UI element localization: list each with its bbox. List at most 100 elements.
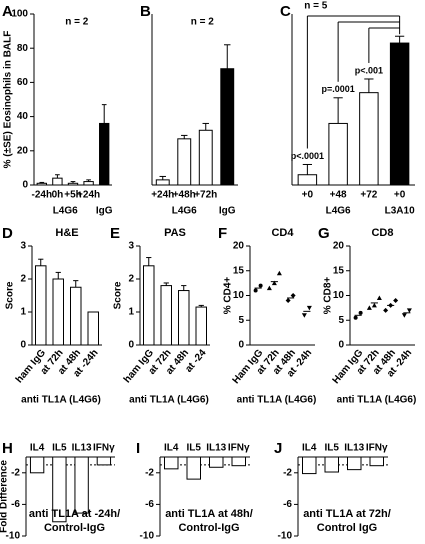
bar xyxy=(209,456,224,468)
point xyxy=(376,295,382,300)
y-tick-label: 15 xyxy=(333,265,345,276)
bar xyxy=(70,286,82,346)
x-axis-label: Control-IgG xyxy=(44,522,105,534)
panel-letter: A xyxy=(2,3,13,20)
bar xyxy=(99,122,110,186)
bar xyxy=(29,456,45,474)
bar xyxy=(231,456,246,467)
x-tick-label: IL13 xyxy=(206,443,226,454)
chart-title: CD8 xyxy=(371,227,393,239)
bar xyxy=(186,456,201,480)
bar xyxy=(160,285,172,346)
x-axis-label: anti TL1A at -24h/ xyxy=(29,508,120,520)
point xyxy=(290,293,296,298)
y-tick-label: -6 xyxy=(283,499,292,510)
y-tick-label: 5 xyxy=(238,315,244,326)
y-tick-label: -10 xyxy=(278,531,293,542)
y-tick-label: 0 xyxy=(20,340,26,351)
chart-title: H&E xyxy=(55,227,78,239)
x-tick-label: +5h xyxy=(64,190,82,201)
bar xyxy=(36,182,47,186)
point xyxy=(253,288,258,293)
x-tick-label: +24h xyxy=(77,190,100,201)
bar xyxy=(302,456,317,475)
y-tick-label: 5 xyxy=(338,315,344,326)
y-tick-label: -2 xyxy=(11,467,20,478)
x-tick-label: +72 xyxy=(360,190,377,201)
x-axis-label: anti TL1A (L4G6) xyxy=(21,395,101,406)
group-label: IgG xyxy=(96,206,113,217)
p-value-label: p<.0001 xyxy=(291,151,324,161)
panel-letter: B xyxy=(140,3,151,20)
x-tick-label: IL4 xyxy=(164,443,179,454)
bar xyxy=(347,456,362,471)
x-tick-label: IL5 xyxy=(52,443,67,454)
x-axis-label: anti TL1A (L4G6) xyxy=(237,395,317,406)
point xyxy=(266,285,272,291)
x-tick-label: -24h xyxy=(32,190,53,201)
point xyxy=(383,307,389,313)
bar xyxy=(87,311,99,346)
point xyxy=(258,283,263,288)
bar xyxy=(178,290,190,346)
y-axis-label: % (±SE) Eosinophils in BALF xyxy=(3,31,14,169)
panel-letter: I xyxy=(136,440,140,457)
x-tick-label: +48 xyxy=(330,190,347,201)
y-tick-label: 1 xyxy=(128,307,134,318)
point xyxy=(276,270,282,276)
y-tick-label: -6 xyxy=(11,499,20,510)
bar xyxy=(143,265,155,346)
y-tick-label: 80 xyxy=(17,43,29,54)
x-axis-label: anti TL1A at 72h/ xyxy=(303,508,391,520)
group-label: L3A10 xyxy=(385,206,415,217)
x-tick-label: +0 xyxy=(394,190,406,201)
y-tick-label: 3 xyxy=(20,241,26,252)
y-tick-label: -2 xyxy=(145,467,154,478)
bar xyxy=(96,456,112,466)
bar xyxy=(389,42,410,186)
y-tick-label: 3 xyxy=(128,241,134,252)
y-tick-label: 1 xyxy=(20,307,26,318)
p-value-label: p=.0001 xyxy=(321,84,354,94)
chart-title: PAS xyxy=(164,227,186,239)
chart-title: CD4 xyxy=(271,227,294,239)
y-tick-label: 20 xyxy=(233,241,245,252)
point xyxy=(353,315,358,320)
point xyxy=(393,297,399,303)
x-tick-label: IFNγ xyxy=(93,443,115,454)
x-tick-label: +0 xyxy=(302,190,314,201)
x-tick-label: at -24 xyxy=(183,347,208,374)
y-tick-label: 10 xyxy=(333,290,345,301)
annotation: n = 2 xyxy=(191,17,215,28)
y-tick-label: 0 xyxy=(238,340,244,351)
y-tick-label: -2 xyxy=(283,467,292,478)
y-axis-label: Score xyxy=(5,281,16,309)
group-label: L4G6 xyxy=(172,206,197,217)
x-axis-label: anti TL1A (L4G6) xyxy=(129,395,209,406)
point xyxy=(301,313,307,318)
x-tick-label: IL4 xyxy=(30,443,45,454)
bar xyxy=(328,122,348,186)
y-tick-label: 100 xyxy=(11,9,28,20)
bar xyxy=(177,138,192,186)
y-tick-label: 20 xyxy=(17,145,29,156)
point xyxy=(371,302,377,308)
bar xyxy=(324,456,339,473)
bar xyxy=(220,68,235,186)
x-tick-label: IL5 xyxy=(325,443,340,454)
x-tick-label: IL13 xyxy=(344,443,364,454)
x-axis-label: Control IgG xyxy=(317,522,378,534)
x-tick-label: IL13 xyxy=(72,443,92,454)
y-tick-label: 0 xyxy=(22,180,28,191)
y-tick-label: 2 xyxy=(20,274,26,285)
bar xyxy=(369,456,384,467)
y-tick-label: -10 xyxy=(140,531,155,542)
point xyxy=(271,280,277,286)
y-axis-label: % CD8+ xyxy=(323,277,334,315)
bar xyxy=(164,456,179,470)
x-tick-label: IL5 xyxy=(187,443,202,454)
group-label: L4G6 xyxy=(326,206,351,217)
bar xyxy=(52,278,64,346)
x-axis-label: anti TL1A (L4G6) xyxy=(337,395,417,406)
